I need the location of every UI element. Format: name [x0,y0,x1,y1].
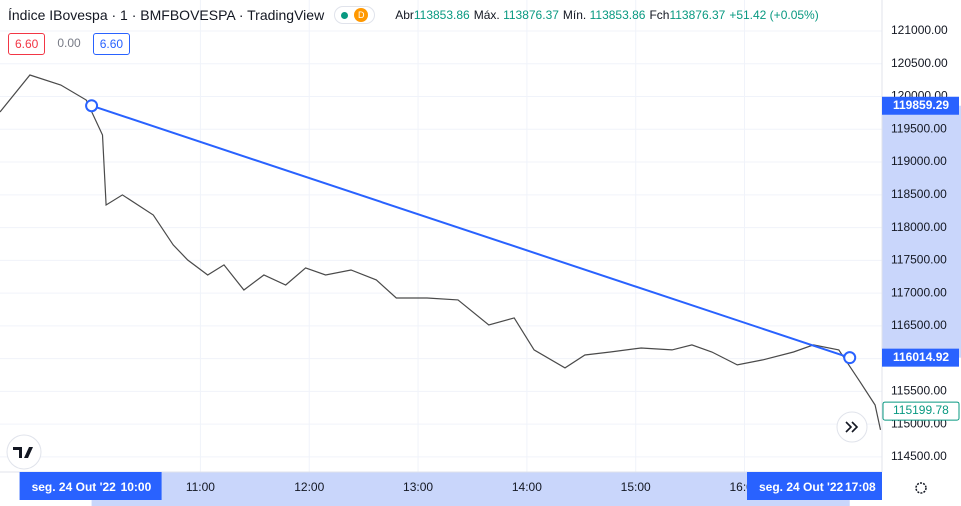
price-label-box [882,348,959,367]
x-tick-label: 12:00 [294,480,324,494]
time-label-time: 10:00 [121,480,152,494]
indicator-values: 6.60 0.00 6.60 [8,33,131,55]
trendline[interactable] [91,104,851,359]
trendline-handle[interactable] [85,99,99,113]
status-dot [341,11,349,19]
price-label-box [882,96,959,115]
price-line [0,74,882,431]
ohlc-value: 113853.86 [413,8,470,22]
ohlc-label: Mín. [562,8,587,22]
ohlc-label: Máx. [473,8,500,22]
logo-mark [13,447,33,458]
indicator-value: 0.00 [57,36,81,50]
status-pill[interactable]: D [334,6,376,24]
time-label-date: seg. 24 Out '22 [759,480,844,494]
time-label-date: seg. 24 Out '22 [32,480,117,494]
y-tick-label: 117500.00 [891,253,947,267]
scroll-icon [845,421,859,433]
axis-highlight [882,105,961,358]
interval-badge: D [354,8,369,22]
y-tick-label: 117000.00 [891,285,947,299]
time-label-box [19,472,162,500]
x-tick-label: 11:00 [186,480,215,494]
y-tick-label: 115500.00 [891,384,947,398]
price-label: 116014.92 [893,350,949,364]
x-tick-label: 14:00 [512,480,542,494]
ohlc-value: 113853.86 [589,8,646,22]
y-tick-label: 118500.00 [891,187,947,201]
ohlc-label: Abr [395,8,414,22]
logo [6,434,42,470]
legend-header: Índice IBovespa · 1 · BMFBOVESPA · Tradi… [8,6,819,24]
y-tick-label: 120500.00 [891,56,948,70]
indicator-value[interactable]: 6.60 [92,33,131,55]
trendline-handle[interactable] [843,351,857,365]
axis-highlight [91,472,850,506]
y-tick-label: 116500.00 [891,318,947,332]
time-label-time: 17:08 [845,480,876,494]
y-tick-label: 119500.00 [891,121,947,135]
last-price-label: 115199.78 [893,403,949,417]
indicator-value[interactable]: 6.60 [8,33,46,55]
y-tick-label: 119000.00 [891,154,947,168]
ohlc-label: Fch [649,8,670,22]
time-label-box [747,472,882,500]
x-tick-label: 15:00 [621,480,651,494]
change: +51.42 (+0.05%) [729,8,819,22]
symbol-title[interactable]: Índice IBovespa · 1 · BMFBOVESPA · Tradi… [8,7,325,23]
ohlc-value: 113876.37 [503,8,559,22]
ohlc-value: 113876.37 [669,8,726,22]
y-tick-label: 114500.00 [891,449,947,463]
last-price-box [882,401,960,421]
settings-button[interactable] [915,482,927,494]
price-label: 119859.29 [893,98,949,112]
y-tick-label: 121000.00 [891,23,948,37]
x-tick-label: 13:00 [403,480,433,494]
y-tick-label: 118000.00 [891,220,947,234]
